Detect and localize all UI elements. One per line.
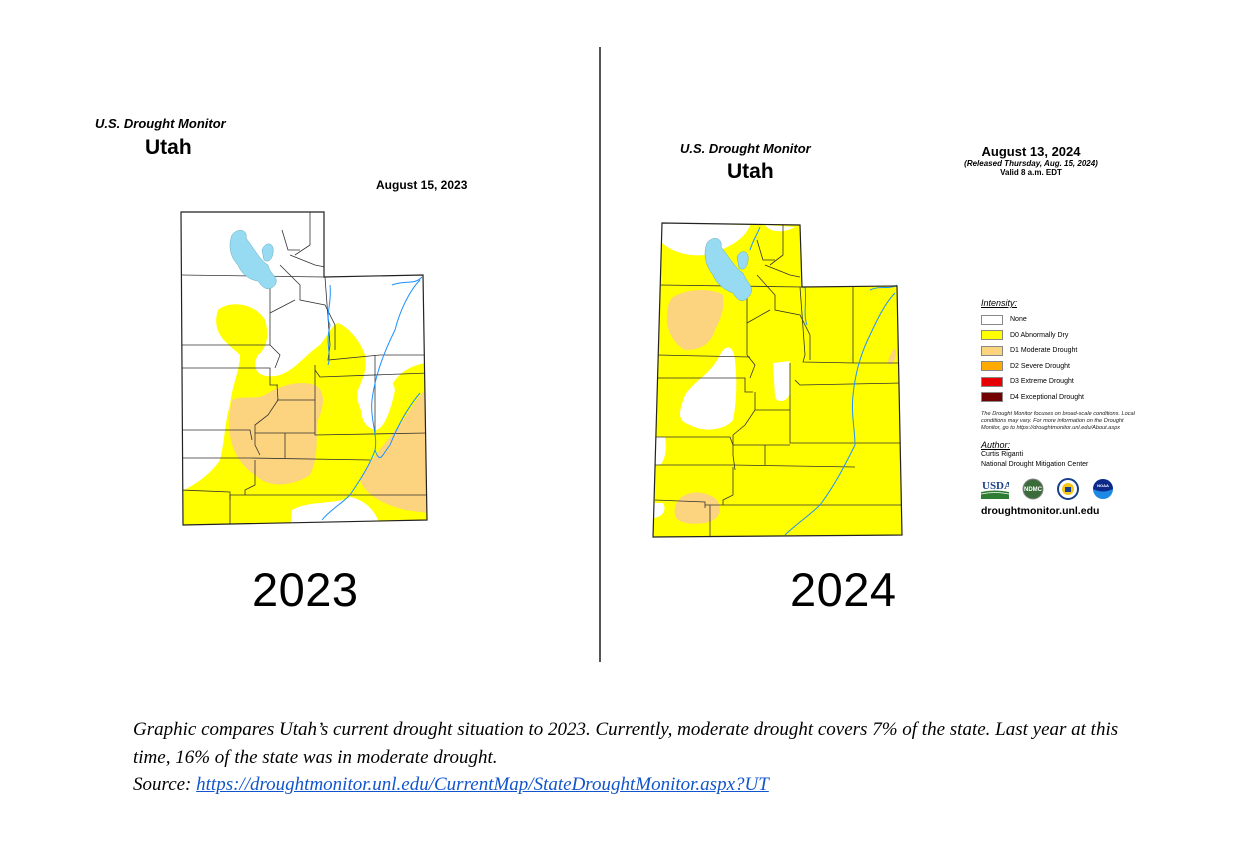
great-salt-lake — [229, 230, 277, 290]
swatch-d1 — [981, 345, 1003, 356]
none-region — [773, 361, 790, 402]
commerce-logo-icon — [1057, 478, 1079, 501]
svg-text:USDA: USDA — [982, 480, 1009, 492]
right-map-date: August 13, 2024 — [981, 144, 1081, 159]
swatch-d3 — [981, 376, 1003, 387]
legend-item-d1: D1 Moderate Drought — [981, 343, 1141, 359]
swatch-d4 — [981, 392, 1003, 403]
svg-text:NDMC: NDMC — [1024, 487, 1043, 493]
usda-logo-icon: USDA — [981, 480, 1009, 500]
right-date-block: August 13, 2024 (Released Thursday, Aug.… — [950, 144, 1112, 177]
noaa-logo-icon: NOAA — [1093, 479, 1113, 500]
partner-logos: USDA NDMC NOAA — [981, 478, 1141, 501]
legend-label: D4 Exceptional Drought — [1010, 393, 1084, 401]
swatch-none — [981, 314, 1003, 325]
svg-text:NOAA: NOAA — [1097, 483, 1109, 488]
utah-drought-map-2023 — [180, 211, 428, 526]
none-region — [765, 225, 795, 232]
valid-time: Valid 8 a.m. EDT — [1000, 168, 1062, 177]
legend-label: D1 Moderate Drought — [1010, 347, 1078, 355]
none-region — [662, 223, 750, 256]
left-year-label: 2023 — [252, 563, 359, 616]
source-link[interactable]: https://droughtmonitor.unl.edu/CurrentMa… — [196, 774, 769, 795]
release-date: (Released Thursday, Aug. 15, 2024) — [964, 159, 1098, 168]
swatch-d2 — [981, 361, 1003, 372]
caption-source: Source: https://droughtmonitor.unl.edu/C… — [133, 771, 1133, 799]
caption: Graphic compares Utah’s current drought … — [133, 716, 1133, 799]
d1-region — [666, 290, 724, 350]
source-label: Source: — [133, 774, 197, 795]
legend-label: D3 Extreme Drought — [1010, 378, 1074, 386]
panel-divider — [599, 47, 601, 662]
author-name: Curtis Riganti — [981, 451, 1024, 459]
drought-monitor-site: droughtmonitor.unl.edu — [981, 505, 1100, 518]
left-state-title: Utah — [145, 136, 192, 159]
d1-region — [674, 492, 720, 524]
legend-item-d0: D0 Abnormally Dry — [981, 328, 1141, 344]
legend-item-d2: D2 Severe Drought — [981, 359, 1141, 375]
left-monitor-header: U.S. Drought Monitor — [95, 116, 226, 131]
utah-drought-map-2024 — [652, 222, 903, 538]
legend: Intensity: None D0 Abnormally Dry D1 Mod… — [981, 298, 1141, 517]
left-map-date: August 15, 2023 — [376, 178, 468, 192]
caption-text: Graphic compares Utah’s current drought … — [133, 719, 1119, 768]
ndmc-logo-icon: NDMC — [1022, 478, 1044, 500]
legend-item-d4: D4 Exceptional Drought — [981, 390, 1141, 406]
right-year-label: 2024 — [790, 563, 897, 616]
legend-note: The Drought Monitor focuses on broad-sca… — [981, 411, 1135, 431]
great-salt-lake — [704, 238, 752, 301]
legend-item-none: None — [981, 312, 1141, 328]
right-monitor-header: U.S. Drought Monitor — [680, 141, 811, 156]
none-region — [653, 503, 665, 518]
legend-label: D0 Abnormally Dry — [1010, 331, 1069, 339]
none-region — [680, 347, 737, 430]
legend-label: None — [1010, 316, 1027, 324]
swatch-d0 — [981, 330, 1003, 341]
d1-region — [360, 390, 427, 513]
author-title: Author: — [981, 440, 1011, 451]
author-org: National Drought Mitigation Center — [981, 461, 1089, 469]
d1-region — [888, 348, 897, 365]
legend-item-d3: D3 Extreme Drought — [981, 374, 1141, 390]
right-state-title: Utah — [727, 160, 774, 183]
legend-label: D2 Severe Drought — [1010, 362, 1070, 370]
legend-title: Intensity: — [981, 298, 1018, 308]
